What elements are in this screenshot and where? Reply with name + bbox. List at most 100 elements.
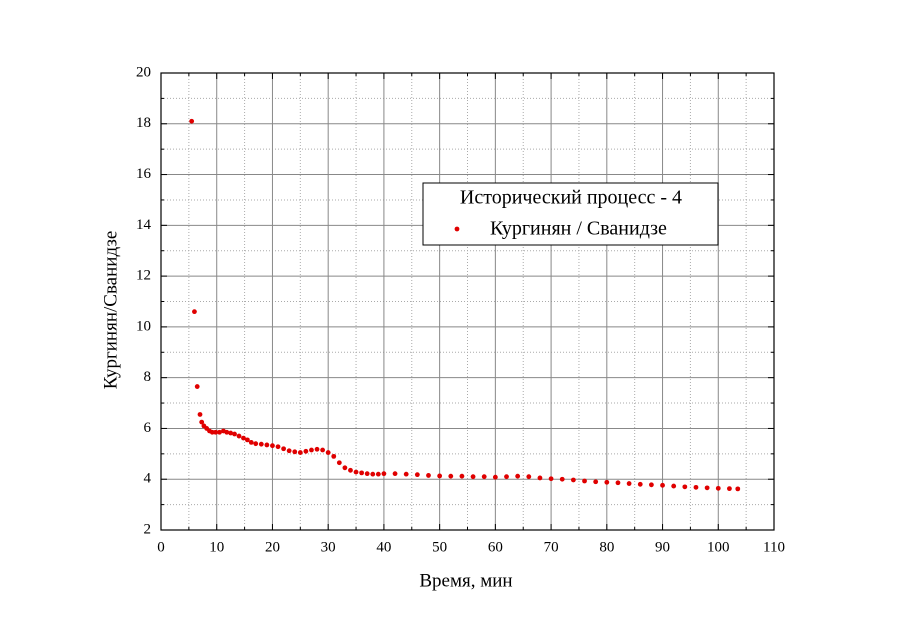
point (236, 433, 242, 439)
plot-frame (160, 72, 775, 531)
point (704, 485, 710, 491)
point (192, 309, 197, 315)
point (189, 118, 195, 124)
point (392, 471, 398, 477)
x-tick-label: 80 (599, 539, 614, 555)
point (370, 471, 376, 477)
point (604, 479, 610, 485)
legend-marker (454, 226, 460, 232)
point (281, 446, 286, 452)
point (270, 443, 275, 449)
y-axis-title: Кургинян/Сванидзе (100, 231, 121, 390)
x-tick-label: 0 (157, 539, 165, 555)
point (515, 473, 521, 479)
point (314, 446, 320, 452)
point (637, 481, 643, 487)
point (353, 469, 359, 475)
x-axis-title: Время, мин (419, 570, 512, 591)
y-tick-label: 12 (136, 268, 151, 284)
y-tick-label: 6 (144, 420, 152, 436)
point (448, 473, 454, 479)
point (626, 481, 632, 486)
point (426, 473, 431, 478)
point (492, 474, 498, 480)
y-tick-label: 16 (136, 166, 152, 182)
point (309, 447, 314, 453)
point (217, 429, 222, 435)
point (209, 429, 215, 435)
point (342, 465, 348, 471)
point (325, 450, 331, 455)
legend-box (422, 182, 719, 246)
point (403, 471, 409, 477)
point (213, 429, 219, 435)
point (303, 448, 309, 454)
point (253, 441, 259, 447)
point (548, 476, 554, 482)
point (258, 441, 264, 447)
y-tick-label: 14 (136, 217, 152, 233)
x-tick-label: 50 (432, 539, 447, 555)
point (570, 477, 576, 483)
point (359, 470, 365, 476)
point (693, 484, 699, 490)
point (336, 460, 342, 466)
point (292, 449, 298, 455)
x-tick-label: 70 (544, 539, 559, 555)
point (615, 480, 621, 486)
x-tick-label: 90 (655, 539, 670, 555)
y-tick-label: 10 (136, 318, 151, 334)
point (437, 473, 443, 479)
point (459, 473, 465, 479)
point (194, 384, 200, 389)
point (559, 476, 565, 482)
x-tick-label: 60 (488, 539, 503, 555)
legend-title: Исторический процесс - 4 (460, 187, 682, 209)
y-tick-label: 4 (144, 471, 152, 487)
y-tick-label: 18 (136, 115, 151, 131)
y-tick-label: 20 (136, 64, 151, 80)
point (197, 412, 203, 417)
x-tick-label: 40 (376, 539, 391, 555)
point (526, 474, 532, 480)
legend-label: Кургинян / Сванидзе (490, 218, 667, 240)
point (297, 450, 303, 455)
point (364, 471, 370, 477)
point (504, 474, 509, 480)
x-tick-label: 110 (763, 539, 785, 555)
point (414, 472, 420, 478)
x-tick-label: 10 (209, 539, 224, 555)
point (241, 435, 246, 441)
point (671, 483, 677, 489)
x-tick-label: 30 (321, 539, 336, 555)
point (735, 486, 741, 492)
point (715, 485, 721, 491)
point (381, 471, 387, 477)
point (682, 484, 688, 490)
point (232, 431, 237, 437)
point (228, 430, 234, 436)
point (582, 478, 587, 484)
point (264, 442, 270, 448)
y-tick-label: 2 (144, 521, 152, 537)
y-tick-label: 8 (144, 369, 152, 385)
point (320, 447, 326, 453)
x-tick-label: 100 (707, 539, 730, 555)
point (275, 444, 281, 450)
point (537, 475, 543, 481)
point (244, 437, 250, 443)
x-tick-label: 20 (265, 539, 280, 555)
point (199, 419, 205, 425)
point (286, 448, 292, 454)
point (248, 440, 254, 445)
point (727, 486, 732, 492)
point (331, 453, 337, 459)
point (224, 429, 230, 435)
point (470, 474, 476, 480)
point (593, 479, 599, 485)
point (481, 474, 487, 480)
point (375, 471, 381, 477)
point (649, 482, 654, 488)
point (660, 482, 665, 488)
